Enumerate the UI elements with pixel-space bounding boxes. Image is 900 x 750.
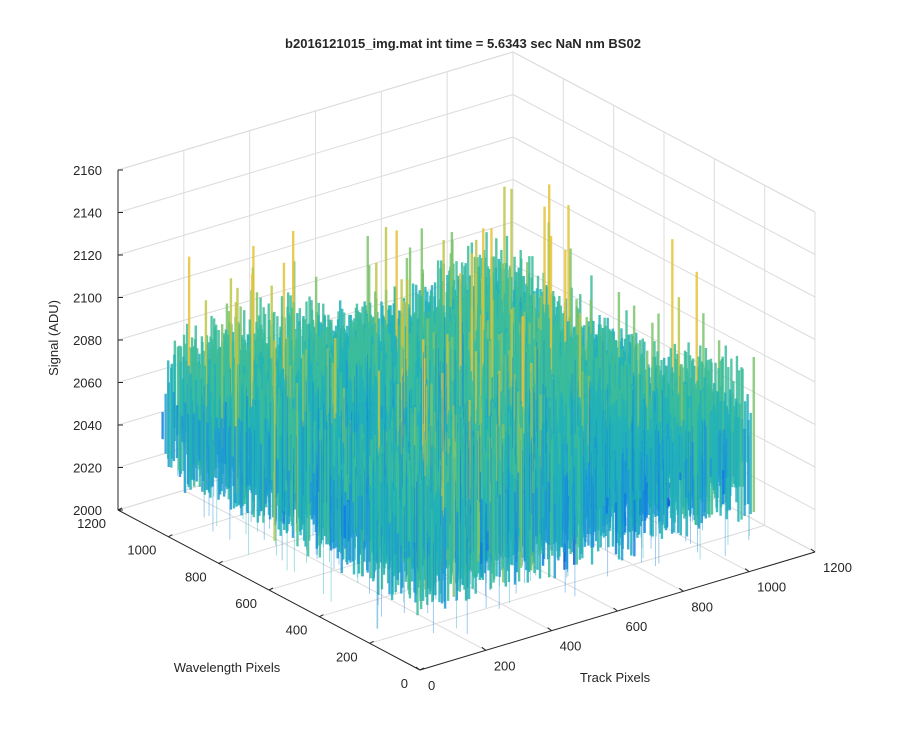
- back-wall-grid-line: [117, 136, 514, 256]
- side-wall-grid-line: [512, 221, 816, 383]
- box-edge: [117, 51, 514, 171]
- back-wall-grid-line: [117, 94, 514, 213]
- floor-grid-line: [369, 524, 765, 644]
- side-wall-grid-line: [512, 136, 816, 298]
- side-wall-grid-line: [512, 179, 816, 340]
- side-wall-grid-line: [512, 94, 816, 255]
- back-wall-grid-line: [117, 179, 514, 298]
- surface-layer: [161, 184, 755, 634]
- box-edge: [512, 51, 816, 213]
- side-wall-grid-line: [512, 264, 816, 425]
